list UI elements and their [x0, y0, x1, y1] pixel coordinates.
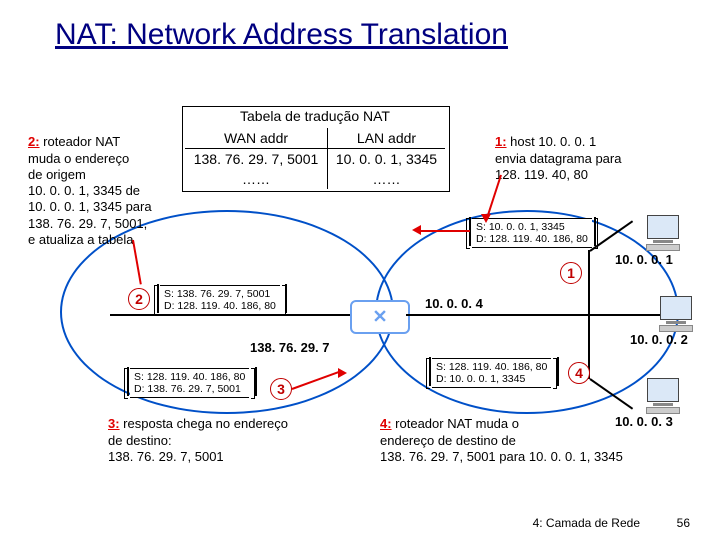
footer-page-number: 56 — [677, 516, 690, 530]
step3-body: resposta chega no endereço de destino: 1… — [108, 416, 288, 464]
router-wan-ip: 138. 76. 29. 7 — [250, 340, 330, 355]
packet2-d: D: 128. 119. 40. 186, 80 — [164, 300, 276, 312]
host-1 — [645, 215, 681, 245]
step4-heading: 4: — [380, 416, 392, 431]
link-lan-main — [406, 314, 631, 316]
step2-body: roteador NAT muda o endereço de origem 1… — [28, 134, 152, 247]
arrow-1b — [420, 230, 470, 232]
step4-text: 4: roteador NAT muda o endereço de desti… — [380, 400, 670, 465]
packet-2: S: 138. 76. 29. 7, 5001 D: 128. 119. 40.… — [160, 285, 280, 315]
link-branch-up — [588, 250, 590, 315]
arrow-1-tip — [481, 214, 491, 223]
step3-text: 3: resposta chega no endereço de destino… — [108, 400, 358, 465]
packet-4: S: 128. 119. 40. 186, 80 D: 10. 0. 0. 1,… — [432, 358, 551, 388]
step-circle-1: 1 — [560, 262, 582, 284]
packet3-d: D: 138. 76. 29. 7, 5001 — [134, 383, 245, 395]
packet3-s: S: 128. 119. 40. 186, 80 — [134, 371, 245, 383]
host-3 — [645, 378, 681, 408]
step1-text: 1: host 10. 0. 0. 1 envia datagrama para… — [495, 118, 695, 183]
arrow-3-tip — [338, 368, 347, 378]
packet2-s: S: 138. 76. 29. 7, 5001 — [164, 288, 276, 300]
step1-body: host 10. 0. 0. 1 envia datagrama para 12… — [495, 134, 621, 182]
page-title: NAT: Network Address Translation — [55, 18, 508, 52]
packet1-s: S: 10. 0. 0. 1, 3345 — [476, 221, 588, 233]
host1-ip: 10. 0. 0. 1 — [615, 252, 673, 267]
host-2 — [658, 296, 694, 326]
packet4-d: D: 10. 0. 0. 1, 3345 — [436, 373, 547, 385]
step2-heading: 2: — [28, 134, 40, 149]
gateway-ip: 10. 0. 0. 4 — [425, 296, 483, 311]
packet-3: S: 128. 119. 40. 186, 80 D: 138. 76. 29.… — [130, 368, 249, 398]
router-x-icon: ✕ — [372, 307, 387, 328]
host3-ip: 10. 0. 0. 3 — [615, 414, 673, 429]
packet1-d: D: 128. 119. 40. 186, 80 — [476, 233, 588, 245]
step3-heading: 3: — [108, 416, 120, 431]
nat-router: ✕ — [350, 300, 410, 334]
link-host2 — [630, 314, 660, 316]
step2-text: 2: roteador NAT muda o endereço de orige… — [28, 118, 188, 248]
host2-ip: 10. 0. 0. 2 — [630, 332, 688, 347]
step4-body: roteador NAT muda o endereço de destino … — [380, 416, 623, 464]
packet4-s: S: 128. 119. 40. 186, 80 — [436, 361, 547, 373]
step-circle-3: 3 — [270, 378, 292, 400]
footer-chapter: 4: Camada de Rede — [533, 516, 640, 530]
step-circle-4: 4 — [568, 362, 590, 384]
step1-heading: 1: — [495, 134, 507, 149]
arrow-1b-tip — [412, 225, 421, 235]
nat-table-border — [182, 106, 450, 192]
step-circle-2: 2 — [128, 288, 150, 310]
